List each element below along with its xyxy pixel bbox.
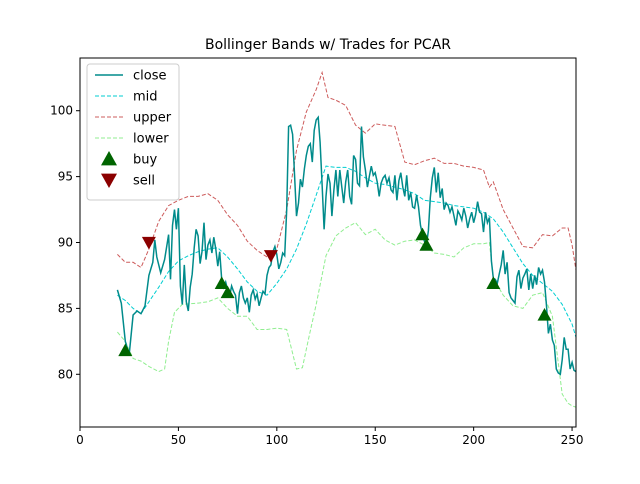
- buy-marker-0: [118, 343, 133, 357]
- series-line-lower: [117, 222, 576, 408]
- buy-marker-5: [486, 276, 501, 289]
- buy-marker-6: [537, 307, 552, 321]
- x-tick-label-4: 200: [462, 433, 485, 447]
- legend-box: [86, 63, 180, 201]
- sell-marker-1: [263, 250, 278, 263]
- legend-label-mid: mid: [133, 90, 158, 105]
- buy-marker-2: [220, 285, 235, 299]
- y-tick-label-3: 95: [58, 170, 73, 184]
- series-line-upper: [117, 70, 576, 271]
- chart-title: Bollinger Bands w/ Trades for PCAR: [205, 37, 451, 53]
- x-tick-label-3: 150: [364, 433, 387, 447]
- x-tick-label-0: 0: [76, 433, 84, 447]
- series-line-close: [116, 115, 576, 376]
- legend-label-lower: lower: [133, 132, 169, 147]
- legend-label-buy: buy: [133, 153, 157, 168]
- legend-label-close: close: [133, 69, 166, 84]
- x-tick-label-2: 100: [265, 433, 288, 447]
- x-tick-label-1: 50: [171, 433, 186, 447]
- series-line-mid: [117, 165, 576, 338]
- legend-label-upper: upper: [133, 111, 172, 126]
- buy-marker-1: [214, 276, 229, 289]
- legend-swatch-buy: [101, 151, 117, 166]
- legend: close mid upper lower buy sell: [86, 63, 180, 201]
- legend-swatch-sell: [101, 173, 117, 188]
- buy-marker-4: [419, 238, 434, 251]
- y-tick-label-1: 85: [58, 301, 73, 315]
- legend-label-sell: sell: [133, 174, 155, 189]
- y-tick-label-4: 100: [50, 104, 73, 118]
- x-tick-label-5: 250: [561, 433, 584, 447]
- sell-marker-0: [141, 236, 156, 250]
- plot-area: [116, 70, 576, 408]
- y-tick-label-2: 90: [58, 236, 73, 250]
- axes: 0 50 100 150 200 250 80 85 90 95 100: [50, 57, 584, 447]
- buy-marker-3: [415, 227, 430, 241]
- y-tick-label-0: 80: [58, 367, 73, 381]
